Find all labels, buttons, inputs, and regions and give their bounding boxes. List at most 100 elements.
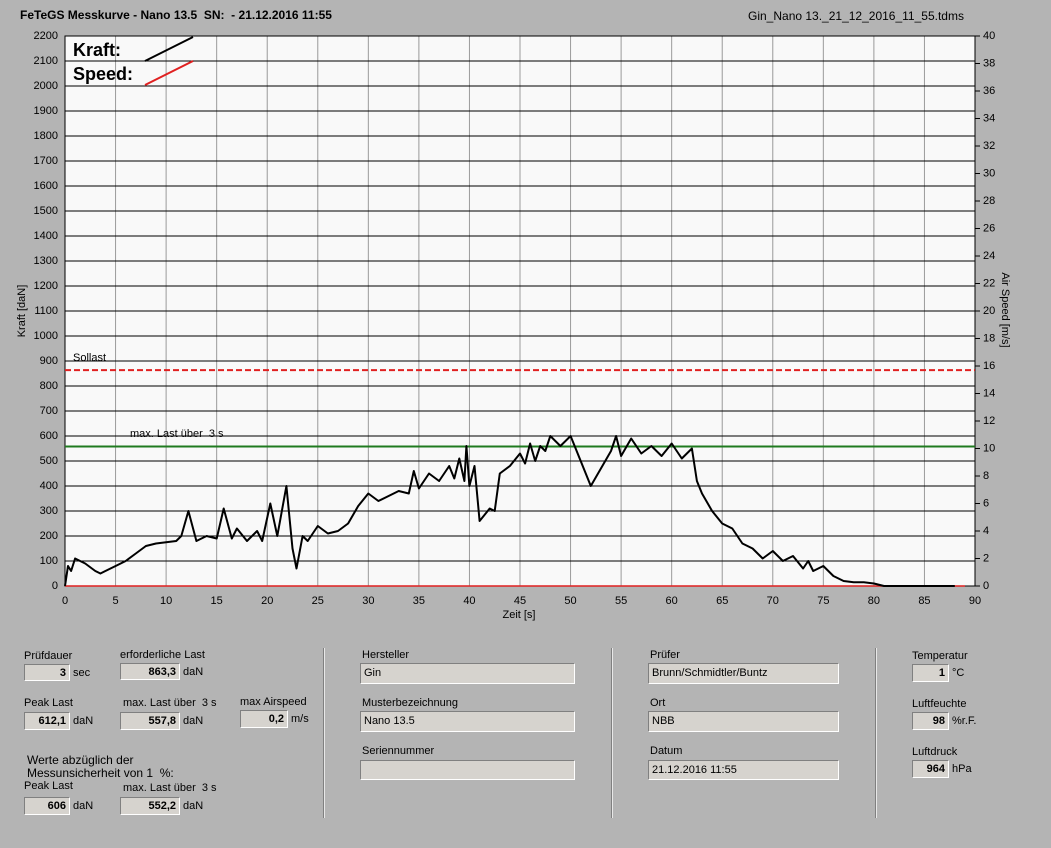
- field-unit: daN: [73, 800, 94, 812]
- field-value: Gin: [360, 663, 575, 684]
- y-tick-label: 1500: [34, 205, 58, 217]
- y-tick-label: 2000: [34, 80, 58, 92]
- field-value: 606: [24, 797, 70, 815]
- y-tick-label: 500: [40, 455, 58, 467]
- y-tick-label: 1800: [34, 130, 58, 142]
- field-value: 552,2: [120, 797, 180, 815]
- field-unit: m/s: [291, 713, 309, 725]
- field-value: 863,3: [120, 663, 180, 680]
- field-label: Musterbezeichnung: [362, 697, 459, 709]
- separator: [875, 648, 877, 818]
- y2-tick-label: 14: [983, 387, 995, 399]
- y-tick-label: 1300: [34, 255, 58, 267]
- x-tick-label: 40: [463, 595, 475, 607]
- y-tick-label: 1000: [34, 330, 58, 342]
- field-value: 964: [912, 760, 949, 778]
- x-tick-label: 70: [767, 595, 779, 607]
- field-label: Datum: [650, 745, 683, 757]
- note: Messunsicherheit von 1 %:: [27, 766, 174, 780]
- field-label: max Airspeed: [240, 696, 307, 708]
- x-tick-label: 30: [362, 595, 374, 607]
- y2-tick-label: 22: [983, 277, 995, 289]
- y2-tick-label: 40: [983, 30, 995, 42]
- field-label: Luftdruck: [912, 746, 958, 758]
- chart: FeTeGS Messkurve - Nano 13.5 SN: - 21.12…: [16, 8, 1011, 621]
- field-label: Prüfdauer: [24, 650, 73, 662]
- y-tick-label: 600: [40, 430, 58, 442]
- x-tick-label: 50: [564, 595, 576, 607]
- field-unit: daN: [183, 800, 204, 812]
- x-tick-label: 75: [817, 595, 829, 607]
- field-unit: daN: [183, 715, 204, 727]
- x-axis-title: Zeit [s]: [502, 609, 535, 621]
- field-label: erforderliche Last: [120, 649, 205, 661]
- note: Werte abzüglich der: [27, 753, 134, 767]
- series-line: [64, 435, 955, 587]
- y2-tick-label: 4: [983, 525, 989, 537]
- x-tick-label: 15: [211, 595, 223, 607]
- y-tick-label: 2200: [34, 30, 58, 42]
- legend-swatch: [144, 36, 194, 62]
- y-tick-label: 900: [40, 355, 58, 367]
- field-label: max. Last über 3 s: [123, 697, 217, 709]
- field-unit: daN: [73, 715, 94, 727]
- y2-tick-label: 18: [983, 332, 995, 344]
- legend-label: Kraft:: [73, 40, 121, 60]
- y2-tick-label: 12: [983, 415, 995, 427]
- field-label: Luftfeuchte: [912, 698, 967, 710]
- field-label: Peak Last: [24, 697, 73, 709]
- y2-tick-label: 30: [983, 167, 995, 179]
- field-value: Brunn/Schmidtler/Buntz: [648, 663, 839, 684]
- y-tick-label: 1900: [34, 105, 58, 117]
- y2-tick-label: 28: [983, 195, 995, 207]
- field-label: max. Last über 3 s: [123, 782, 217, 794]
- field-value: 557,8: [120, 712, 180, 730]
- field-value: NBB: [648, 711, 839, 732]
- field-label: Ort: [650, 697, 666, 709]
- y-tick-label: 300: [40, 505, 58, 517]
- x-tick-label: 35: [413, 595, 425, 607]
- y2-tick-label: 32: [983, 140, 995, 152]
- field-value: 0,2: [240, 710, 288, 728]
- file-name: Gin_Nano 13._21_12_2016_11_55.tdms: [748, 9, 964, 23]
- field-value: 612,1: [24, 712, 70, 730]
- field-unit: daN: [183, 666, 204, 678]
- field-value: 3: [24, 664, 70, 681]
- y-tick-label: 0: [52, 580, 58, 592]
- y-tick-label: 2100: [34, 55, 58, 67]
- y2-tick-label: 38: [983, 57, 995, 69]
- y-tick-label: 1600: [34, 180, 58, 192]
- x-tick-label: 25: [312, 595, 324, 607]
- field-unit: %r.F.: [952, 715, 977, 727]
- y-tick-label: 200: [40, 530, 58, 542]
- y2-axis-title: Air Speed [m/s]: [999, 272, 1011, 347]
- y2-tick-label: 8: [983, 470, 989, 482]
- x-tick-label: 20: [261, 595, 273, 607]
- separator: [611, 648, 613, 818]
- x-tick-label: 65: [716, 595, 728, 607]
- field-value: Nano 13.5: [360, 711, 575, 732]
- field-label: Peak Last: [24, 780, 73, 792]
- field-value: [360, 760, 575, 780]
- window-title: FeTeGS Messkurve - Nano 13.5 SN: - 21.12…: [20, 8, 332, 22]
- reference-label: max. Last über 3 s: [130, 428, 224, 440]
- y-tick-label: 400: [40, 480, 58, 492]
- y2-tick-label: 6: [983, 497, 989, 509]
- y-tick-label: 700: [40, 405, 58, 417]
- x-tick-label: 0: [62, 595, 68, 607]
- legend-swatch: [144, 60, 194, 86]
- y2-tick-label: 36: [983, 85, 995, 97]
- x-tick-label: 45: [514, 595, 526, 607]
- x-tick-label: 80: [868, 595, 880, 607]
- field-unit: °C: [952, 667, 965, 679]
- y-tick-label: 1700: [34, 155, 58, 167]
- field-label: Seriennummer: [362, 745, 435, 757]
- field-label: Temperatur: [912, 650, 968, 662]
- legend-label: Speed:: [73, 64, 133, 84]
- y-axis-title: Kraft [daN]: [16, 285, 28, 338]
- y2-tick-label: 26: [983, 222, 995, 234]
- field-value: 21.12.2016 11:55: [648, 760, 839, 780]
- field-label: Prüfer: [650, 649, 680, 661]
- y2-tick-label: 20: [983, 305, 995, 317]
